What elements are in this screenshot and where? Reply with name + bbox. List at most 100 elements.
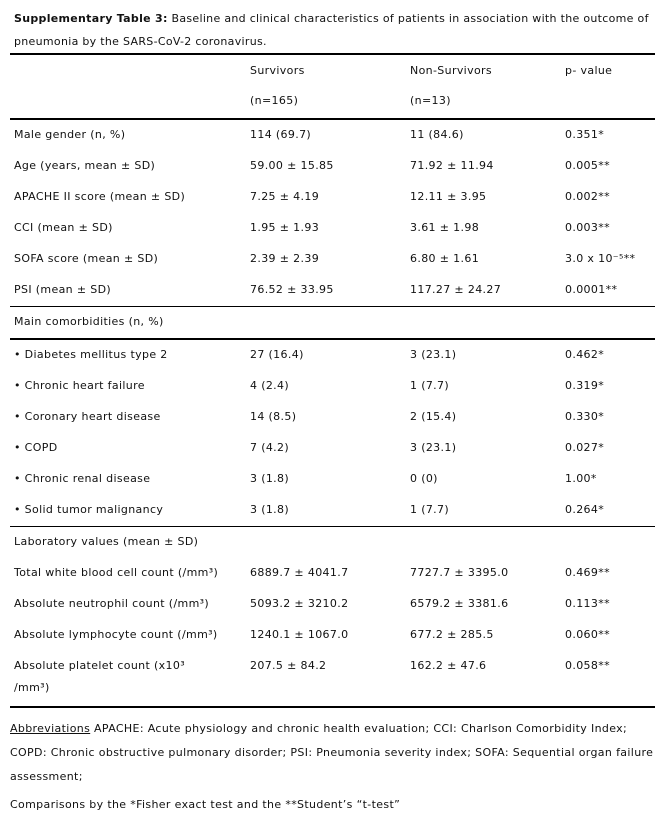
survivors-value: 1240.1 ± 1067.0: [250, 628, 349, 641]
nonsurvivors-value: 677.2 ± 285.5: [410, 628, 494, 641]
row-label: Absolute platelet count (x10³ /mm³): [14, 659, 185, 694]
row-label: SOFA score (mean ± SD): [14, 251, 159, 265]
p-value: 0.264*: [565, 502, 605, 516]
abbreviations-note: Abbreviations APACHE: Acute physiology a…: [10, 717, 655, 789]
survivors-value: 7.25 ± 4.19: [250, 189, 320, 203]
survivors-value: 76.52 ± 33.95: [250, 282, 334, 296]
row-label: • Chronic renal disease: [14, 471, 151, 485]
table-title-text: Baseline and clinical characteristics of…: [14, 12, 649, 48]
table-row-copd: • COPD 7 (4.2) 3 (23.1) 0.027*: [10, 433, 655, 464]
survivors-value: 114 (69.7): [250, 127, 312, 141]
table-row-neutrophil: Absolute neutrophil count (/mm³) 5093.2 …: [10, 589, 655, 620]
table-row-lymphocyte: Absolute lymphocyte count (/mm³) 1240.1 …: [10, 620, 655, 651]
section-header-laboratory: Laboratory values (mean ± SD): [10, 527, 655, 558]
row-label: • Diabetes mellitus type 2: [14, 347, 168, 361]
table-row-wbc: Total white blood cell count (/mm³) 6889…: [10, 558, 655, 589]
row-label: • Chronic heart failure: [14, 378, 145, 392]
section-rule: [10, 305, 655, 307]
table-row-platelet: Absolute platelet count (x10³ /mm³) 207.…: [10, 651, 655, 706]
section-rule: [10, 525, 655, 527]
survivors-value: 5093.2 ± 3210.2: [250, 597, 349, 610]
survivors-value: 6889.7 ± 4041.7: [250, 566, 349, 579]
survivors-header-count: (n=165): [250, 94, 299, 107]
nonsurvivors-header-label: Non-Survivors: [410, 64, 492, 77]
characteristics-table: Survivors (n=165) Non-Survivors (n=13) p…: [10, 53, 655, 708]
nonsurvivors-value: 11 (84.6): [410, 127, 464, 141]
p-value: 0.319*: [565, 378, 605, 392]
survivors-value: 4 (2.4): [250, 378, 290, 392]
table-title: Supplementary Table 3: Baseline and clin…: [14, 7, 656, 53]
nonsurvivors-value: 6579.2 ± 3381.6: [410, 597, 509, 610]
survivors-value: 3 (1.8): [250, 471, 290, 485]
p-value: 0.330*: [565, 409, 605, 423]
table-top-rule: [10, 53, 655, 55]
row-label: • COPD: [14, 440, 58, 454]
section-label: Laboratory values (mean ± SD): [14, 535, 199, 548]
p-value: 0.027*: [565, 440, 605, 454]
table-row-sofa: SOFA score (mean ± SD) 2.39 ± 2.39 6.80 …: [10, 244, 655, 275]
p-value: 1.00*: [565, 471, 597, 485]
table-row-male-gender: Male gender (n, %) 114 (69.7) 11 (84.6) …: [10, 120, 655, 151]
p-value: 0.058**: [565, 659, 610, 672]
column-header-nonsurvivors: Non-Survivors (n=13): [410, 64, 565, 108]
table-row-heart-failure: • Chronic heart failure 4 (2.4) 1 (7.7) …: [10, 371, 655, 402]
abbreviations-text: APACHE: Acute physiology and chronic hea…: [10, 722, 654, 783]
survivors-value: 207.5 ± 84.2: [250, 659, 327, 672]
p-value: 0.002**: [565, 189, 610, 203]
row-label: Total white blood cell count (/mm³): [14, 566, 219, 579]
nonsurvivors-value: 162.2 ± 47.6: [410, 659, 487, 672]
p-value: 0.060**: [565, 628, 610, 641]
p-value: 0.005**: [565, 158, 610, 172]
nonsurvivors-value: 71.92 ± 11.94: [410, 158, 494, 172]
row-label: CCI (mean ± SD): [14, 220, 113, 234]
p-value: 0.351*: [565, 127, 605, 141]
table-row-renal: • Chronic renal disease 3 (1.8) 0 (0) 1.…: [10, 464, 655, 495]
row-label: • Solid tumor malignancy: [14, 502, 164, 516]
table-row-tumor: • Solid tumor malignancy 3 (1.8) 1 (7.7)…: [10, 495, 655, 526]
row-label: Absolute neutrophil count (/mm³): [14, 597, 210, 610]
nonsurvivors-value: 2 (15.4): [410, 409, 457, 423]
p-value: 0.003**: [565, 220, 610, 234]
survivors-value: 14 (8.5): [250, 409, 297, 423]
survivors-value: 7 (4.2): [250, 440, 290, 454]
survivors-value: 1.95 ± 1.93: [250, 220, 320, 234]
nonsurvivors-value: 1 (7.7): [410, 502, 450, 516]
p-value: 0.462*: [565, 347, 605, 361]
nonsurvivors-header-count: (n=13): [410, 94, 451, 107]
row-label: PSI (mean ± SD): [14, 282, 112, 296]
p-value: 0.113**: [565, 597, 610, 610]
nonsurvivors-value: 7727.7 ± 3395.0: [410, 566, 509, 579]
table-row-apache: APACHE II score (mean ± SD) 7.25 ± 4.19 …: [10, 182, 655, 213]
column-header-pvalue: p- value: [565, 64, 655, 108]
section-label: Main comorbidities (n, %): [14, 315, 164, 328]
survivors-value: 2.39 ± 2.39: [250, 251, 320, 265]
section-header-comorbidities: Main comorbidities (n, %): [10, 307, 655, 338]
header-empty-cell: [14, 64, 250, 108]
survivors-value: 27 (16.4): [250, 347, 304, 361]
nonsurvivors-value: 0 (0): [410, 471, 438, 485]
p-value: 0.0001**: [565, 282, 618, 296]
table-bottom-rule: [10, 706, 655, 708]
table-header-row: Survivors (n=165) Non-Survivors (n=13) p…: [10, 55, 655, 118]
table-row-cci: CCI (mean ± SD) 1.95 ± 1.93 3.61 ± 1.98 …: [10, 213, 655, 244]
survivors-value: 3 (1.8): [250, 502, 290, 516]
row-label: Male gender (n, %): [14, 127, 126, 141]
abbreviations-label: Abbreviations: [10, 722, 91, 735]
row-label: APACHE II score (mean ± SD): [14, 189, 186, 203]
table-title-number: Supplementary Table 3:: [14, 12, 168, 25]
survivors-value: 59.00 ± 15.85: [250, 158, 334, 172]
p-value: 0.469**: [565, 566, 610, 579]
nonsurvivors-value: 3 (23.1): [410, 347, 457, 361]
nonsurvivors-value: 1 (7.7): [410, 378, 450, 392]
nonsurvivors-value: 3 (23.1): [410, 440, 457, 454]
survivors-header-label: Survivors: [250, 64, 305, 77]
table-row-age: Age (years, mean ± SD) 59.00 ± 15.85 71.…: [10, 151, 655, 182]
nonsurvivors-value: 6.80 ± 1.61: [410, 251, 480, 265]
table-row-psi: PSI (mean ± SD) 76.52 ± 33.95 117.27 ± 2…: [10, 275, 655, 306]
header-bottom-rule: [10, 118, 655, 120]
table-row-coronary: • Coronary heart disease 14 (8.5) 2 (15.…: [10, 402, 655, 433]
section-rule: [10, 338, 655, 340]
pvalue-header-label: p- value: [565, 64, 613, 77]
table-row-diabetes: • Diabetes mellitus type 2 27 (16.4) 3 (…: [10, 340, 655, 371]
nonsurvivors-value: 12.11 ± 3.95: [410, 189, 487, 203]
